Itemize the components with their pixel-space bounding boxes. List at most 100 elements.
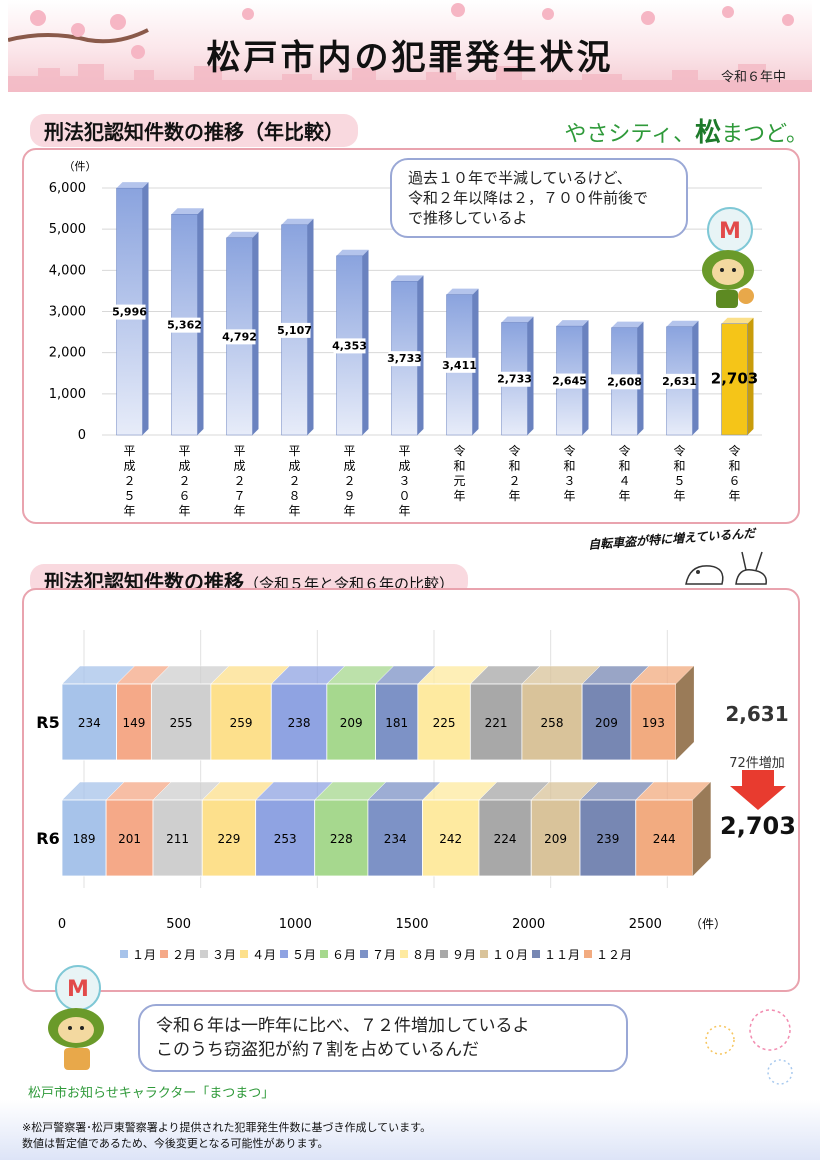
data-label-bg [443,357,476,373]
data-label: 2,703 [711,369,758,387]
slogan-mark: 松 [695,118,722,148]
segment-label: 234 [78,716,101,730]
speech-line: このうち窃盗犯が約７割を占めているんだ [156,1040,479,1060]
stacked-segment [579,799,637,877]
x-tick-label: 令和５年 [673,443,685,503]
segment-label: 239 [596,832,619,846]
slogan-post: まつど。 [721,122,808,147]
legend-swatch [440,950,448,958]
segment-label: 229 [217,832,240,846]
x-tick-label: 令和２年 [508,443,520,503]
stacked-segment [105,799,154,877]
legend-label: ８月 [412,948,436,962]
rabbit-frog-icon [685,551,767,585]
x-axis-unit: （件） [690,917,726,931]
segment-label: 201 [118,832,141,846]
slogan-pre: やさシティ、 [564,122,696,147]
legend-swatch [480,950,488,958]
monthly-stacked-chart: 0 500 1000 1500 2000 2500 （件） R5 234 149 255 259 238… [36,630,726,962]
data-label: 5,107 [277,324,312,337]
segment-label: 253 [274,832,297,846]
x-tick-label: 令和４年 [618,443,630,503]
stacked-segment [116,683,152,761]
legend-swatch [532,950,540,958]
legend-swatch [320,950,328,958]
legend-label: ６月 [332,948,356,962]
r5-total: 2,631 [725,702,789,726]
segment-label: 189 [73,832,96,846]
data-label-bg [168,317,201,333]
legend-label: ３月 [212,948,236,962]
bar-top [446,288,479,295]
speech-line: 令和６年は一昨年に比べ、７２件増加しているよ [156,1016,530,1036]
x-tick-label: 令和３年 [563,443,575,503]
segment-label: 149 [123,716,146,730]
legend-swatch [360,950,368,958]
legend-swatch [280,950,288,958]
y-axis-unit: （件） [64,160,97,173]
x-tick-label: 平成２６年 [178,444,190,518]
bar-top [171,208,204,215]
x-tick-label: 2000 [512,917,545,932]
bar [721,323,748,436]
x-tick-label: 平成２５年 [123,444,135,518]
legend-swatch [400,950,408,958]
legend-swatch [584,950,592,958]
x-tick-label: 1500 [395,917,428,932]
x-tick-label: 平成３０年 [398,444,410,518]
r6-total: 2,703 [720,812,796,840]
x-tick-label: 令和元年 [453,443,465,503]
data-label-bg [608,374,641,390]
speech-line: で推移しているよ [408,209,528,227]
segment-label: 209 [595,716,618,730]
page-title: 松戸市内の犯罪発生状況 [206,38,614,78]
segment-label: 242 [439,832,462,846]
stacked-segment [581,683,632,761]
data-label-bg [223,329,256,345]
y-tick-label: 6,000 [49,181,86,196]
x-tick-label: 500 [166,917,191,932]
period-label: 令和６年中 [720,70,786,85]
footnote-line: 数値は暫定値であるため、今後変更となる可能性があります。 [22,1137,329,1150]
x-tick-label: 令和６年 [728,443,740,503]
legend-swatch [120,950,128,958]
footnotes: ※松戸警察署･松戸東警察署より提供された犯罪発生件数に基づき作成しています。 数… [22,1120,431,1152]
stacked-segment [530,799,581,877]
legend-label: １０月 [492,948,528,962]
bar-top [391,275,424,282]
legend-label: ９月 [452,948,476,962]
data-label: 2,631 [662,375,697,388]
segment-label: 181 [385,716,408,730]
stacked-segment [469,683,523,761]
fireworks-icon [705,1009,793,1085]
speech-line: 過去１０年で半減しているけど、 [408,169,632,187]
x-tick-label: 1000 [279,917,312,932]
legend-label: ７月 [372,948,396,962]
footer-band [0,1100,820,1160]
x-tick-label: 0 [58,917,66,932]
data-label: 2,733 [497,373,532,386]
y-tick-label: 0 [78,428,86,443]
data-label: 2,645 [552,375,587,388]
data-label-bg [553,373,586,389]
mascot-icon: M [48,965,104,1070]
stacked-segment [478,799,532,877]
segment-label: 211 [166,832,189,846]
y-tick-label: 1,000 [49,387,86,402]
category-label: R5 [36,713,59,732]
mascot-icon: M [702,207,754,308]
segment-label: 255 [170,716,193,730]
bar-top [501,316,534,323]
down-arrow-icon [730,770,786,810]
bar-top [281,218,314,225]
legend-label: １２月 [596,948,632,962]
speech-line: 令和２年以降は２，７００件前後で [408,189,649,207]
bar-side [675,666,694,760]
bar-top [721,317,754,324]
stacked-segment [422,799,480,877]
data-label: 3,733 [387,352,422,365]
segment-label: 209 [544,832,567,846]
character-label: 松戸市お知らせキャラクター「まつまつ」 [28,1086,275,1101]
stacked-segment [417,683,471,761]
data-label-bg [333,338,366,354]
